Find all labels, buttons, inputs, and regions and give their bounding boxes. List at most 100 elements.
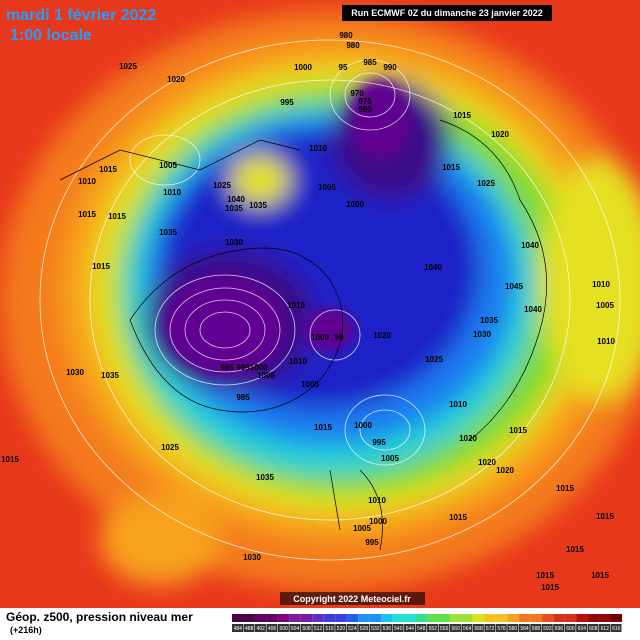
isobar-label: 1040 <box>227 195 245 204</box>
isobar-label: 1010 <box>287 301 305 310</box>
isobar-label: 995 <box>365 538 379 547</box>
isobar-label: 1035 <box>256 473 274 482</box>
colorbar-label: 540 <box>394 626 403 632</box>
isobar-label: 1030 <box>225 238 243 247</box>
colorbar-label-bg <box>335 624 347 632</box>
colorbar-label: 604 <box>578 626 587 632</box>
colorbar-label-bg <box>427 624 438 632</box>
colorbar-label-bg <box>541 624 553 632</box>
colorbar-label: 560 <box>452 626 461 632</box>
isobar-label: 1010 <box>449 400 467 409</box>
isobar-label: 980 <box>358 105 372 114</box>
isobar-label: 1030 <box>66 368 84 377</box>
colorbar-cell <box>564 614 577 622</box>
colorbar-label: 488 <box>245 626 254 632</box>
colorbar-label: 520 <box>337 626 346 632</box>
isobar-label: 975 <box>358 97 372 106</box>
copyright-box <box>280 592 425 605</box>
colorbar-label: 576 <box>497 626 506 632</box>
run-box <box>342 5 552 21</box>
colorbar-label-bg <box>576 624 588 632</box>
colorbar-cell <box>335 614 347 622</box>
colorbar-label-bg <box>472 624 484 632</box>
colorbar-cell <box>587 614 600 622</box>
copyright: Copyright 2022 Meteociel.fr <box>293 594 411 604</box>
colorbar-label-bg <box>323 624 335 632</box>
colorbar-cell <box>507 614 519 622</box>
isobar-label: 1020 <box>167 75 185 84</box>
colorbar-label: 508 <box>302 626 311 632</box>
colorbar-label: 504 <box>291 626 300 632</box>
isobar-label: 1005 <box>596 301 614 310</box>
isobar-label: 980 <box>346 41 360 50</box>
isobar-label: 985 <box>236 393 250 402</box>
colorbar-label: 556 <box>440 626 449 632</box>
colorbar-label: 536 <box>383 626 392 632</box>
colorbar-label-bg <box>232 624 243 632</box>
colorbar-label: 524 <box>348 626 357 632</box>
colorbar-label: 552 <box>429 626 438 632</box>
colorbar-cell <box>232 614 244 622</box>
colorbar-label-bg <box>530 624 542 632</box>
colorbar-label: 484 <box>234 626 243 632</box>
colorbar-label-bg <box>392 624 404 632</box>
isobar-label: 1035 <box>480 316 498 325</box>
isobar-label: 1030 <box>473 330 491 339</box>
colorbar-label-bg <box>484 624 496 632</box>
isobar-label: 1035 <box>101 371 119 380</box>
footer-title: Géop. z500, pression niveau mer <box>6 610 193 624</box>
colorbar-cell <box>323 614 336 622</box>
isobar-label: 1015 <box>1 455 19 464</box>
colorbar-cell <box>449 614 462 622</box>
isobar-label: 1015 <box>99 165 117 174</box>
isobar-label: 1015 <box>591 571 609 580</box>
isobar-label: 1035 <box>225 204 243 213</box>
colorbar-label-bg <box>243 624 255 632</box>
isobar-label: 980 <box>339 31 353 40</box>
isobar-label: 1015 <box>108 212 126 221</box>
colorbar-label-bg <box>266 624 278 632</box>
isobar-label: 1025 <box>477 179 495 188</box>
footer-lead: (+216h) <box>10 625 42 635</box>
isobar-label: 970 <box>350 89 364 98</box>
colorbar-cell <box>461 614 473 622</box>
isobar-label: 9991000 <box>236 363 268 372</box>
colorbar-cell <box>312 614 324 622</box>
colorbar-cell <box>518 614 531 622</box>
isobar-label: 1000 <box>311 333 329 342</box>
colorbar-label: 588 <box>532 626 541 632</box>
colorbar-label: 564 <box>463 626 472 632</box>
isobar-label: 1015 <box>442 163 460 172</box>
colorbar-label: 600 <box>566 626 575 632</box>
colorbar-label-bg <box>449 624 461 632</box>
colorbar-label: 612 <box>601 626 610 632</box>
isobar-label: 1015 <box>596 512 614 521</box>
isobar-label: 1040 <box>424 263 442 272</box>
colorbar-label-bg <box>254 624 266 632</box>
colorbar-label-bg <box>610 624 622 632</box>
isobar-label: 1005 <box>318 183 336 192</box>
colorbar-cell <box>243 614 255 622</box>
colorbar-label-bg <box>495 624 507 632</box>
colorbar-label-bg <box>507 624 519 632</box>
isobar-label: 1040 <box>521 241 539 250</box>
isobar-label: 1010 <box>592 280 610 289</box>
isobar-label: 1025 <box>425 355 443 364</box>
isobar-label: 1020 <box>491 130 509 139</box>
colorbar-label: 516 <box>325 626 334 632</box>
colorbar-label-bg <box>564 624 576 632</box>
colorbar-cell <box>392 614 405 622</box>
colorbar-label: 616 <box>612 626 621 632</box>
colorbar-cell <box>610 614 622 622</box>
colorbar-label: 528 <box>360 626 369 632</box>
colorbar-label: 592 <box>543 626 552 632</box>
isobar-label: 1040 <box>524 305 542 314</box>
colorbar-label: 596 <box>555 626 564 632</box>
colorbar-label: 568 <box>474 626 483 632</box>
colorbar-label: 492 <box>257 626 266 632</box>
colorbar-label: 496 <box>268 626 277 632</box>
isobar-label: 1010 <box>163 188 181 197</box>
isobar-label: 1005 <box>257 371 275 380</box>
isobar-label: 1035 <box>249 201 267 210</box>
